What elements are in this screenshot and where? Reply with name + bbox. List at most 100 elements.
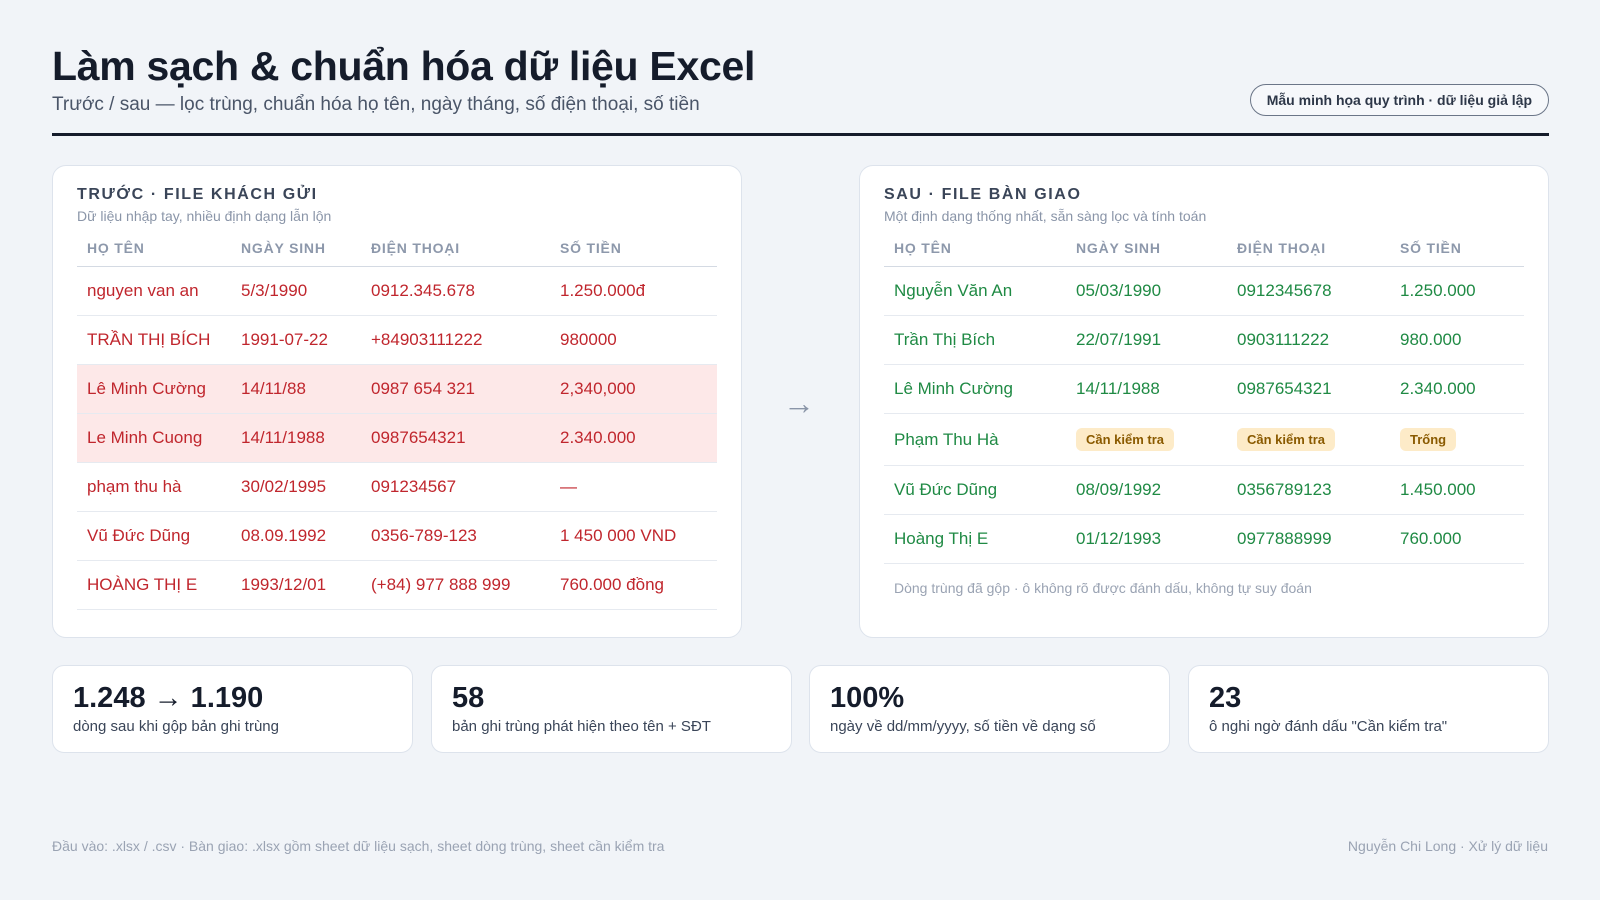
cell-name: nguyen van an: [77, 266, 231, 316]
before-panel: TRƯỚC · FILE KHÁCH GỬI Dữ liệu nhập tay,…: [52, 165, 742, 638]
table-row: Trần Thị Bích 22/07/1991 0903111222 980.…: [884, 315, 1524, 365]
cell-amount: 760.000 đồng: [550, 560, 717, 610]
stat-value: 23: [1209, 682, 1242, 714]
after-table: HỌ TÊN NGÀY SINH ĐIỆN THOẠI SỐ TIỀN Nguy…: [884, 232, 1524, 564]
after-panel: SAU · FILE BÀN GIAO Một định dạng thống …: [859, 165, 1549, 638]
stat-card-duplicates: 58 bản ghi trùng phát hiện theo tên + SĐ…: [431, 665, 792, 753]
cell-amount: —: [550, 462, 717, 512]
cell-birthdate: 08.09.1992: [231, 511, 361, 561]
table-row: Lê Minh Cường 14/11/1988 0987654321 2.34…: [884, 364, 1524, 414]
cell-name: Hoàng Thị E: [884, 514, 1066, 564]
cell-name: Lê Minh Cường: [884, 364, 1066, 414]
cell-amount: 1 450 000 VND: [550, 511, 717, 561]
stat-value: 100%: [830, 682, 905, 714]
stat-label: ô nghi ngờ đánh dấu "Cần kiểm tra": [1209, 718, 1448, 735]
empty-tag: Trống: [1400, 428, 1457, 451]
cell-amount: 2.340.000: [1390, 364, 1524, 414]
cell-phone: 0977888999: [1227, 514, 1390, 564]
stat-label: dòng sau khi gộp bản ghi trùng: [73, 718, 279, 735]
cell-birthdate: 14/11/88: [231, 364, 361, 414]
table-row: TRẦN THỊ BÍCH 1991-07-22 +84903111222 98…: [77, 315, 717, 365]
table-header-row: HỌ TÊN NGÀY SINH ĐIỆN THOẠI SỐ TIỀN: [884, 232, 1524, 267]
cell-phone: 0912345678: [1227, 266, 1390, 316]
cell-birthdate: 1991-07-22: [231, 315, 361, 365]
cell-birthdate: 5/3/1990: [231, 266, 361, 316]
table-row: Vũ Đức Dũng 08/09/1992 0356789123 1.450.…: [884, 465, 1524, 515]
cell-phone: (+84) 977 888 999: [361, 560, 550, 610]
stat-card-rows: 1.248 → 1.190 dòng sau khi gộp bản ghi t…: [52, 665, 413, 753]
cell-name: Trần Thị Bích: [884, 315, 1066, 365]
flagged-row: Phạm Thu Hà Cần kiểm tra Cần kiểm tra Tr…: [884, 413, 1524, 466]
column-header-birthdate: NGÀY SINH: [231, 232, 361, 267]
before-panel-subtitle: Dữ liệu nhập tay, nhiều định dạng lẫn lộ…: [77, 208, 332, 224]
cell-amount: 2,340,000: [550, 364, 717, 414]
cell-amount: 980.000: [1390, 315, 1524, 365]
table-row: Vũ Đức Dũng 08.09.1992 0356-789-123 1 45…: [77, 511, 717, 561]
table-row: HOÀNG THỊ E 1993/12/01 (+84) 977 888 999…: [77, 560, 717, 610]
cell-birthdate: Cần kiểm tra: [1066, 413, 1227, 466]
cell-amount: 980000: [550, 315, 717, 365]
cell-phone: Cần kiểm tra: [1227, 413, 1390, 466]
cell-phone: 0987654321: [361, 413, 550, 463]
cell-birthdate: 22/07/1991: [1066, 315, 1227, 365]
column-header-birthdate: NGÀY SINH: [1066, 232, 1227, 267]
page-title: Làm sạch & chuẩn hóa dữ liệu Excel: [52, 43, 756, 89]
column-header-name: HỌ TÊN: [884, 232, 1066, 267]
cell-name: TRẦN THỊ BÍCH: [77, 315, 231, 365]
cell-amount: 2.340.000: [550, 413, 717, 463]
table-row: nguyen van an 5/3/1990 0912.345.678 1.25…: [77, 266, 717, 316]
sample-badge: Mẫu minh họa quy trình · dữ liệu giả lập: [1249, 84, 1549, 116]
column-header-amount: SỐ TIỀN: [1390, 232, 1524, 267]
stat-value: 1.248 → 1.190: [73, 682, 264, 714]
table-row: phạm thu hà 30/02/1995 091234567 —: [77, 462, 717, 512]
stat-card-format: 100% ngày về dd/mm/yyyy, số tiền về dạng…: [809, 665, 1170, 753]
cell-phone: 091234567: [361, 462, 550, 512]
cell-phone: 0356-789-123: [361, 511, 550, 561]
cell-birthdate: 08/09/1992: [1066, 465, 1227, 515]
cell-amount: 1.250.000: [1390, 266, 1524, 316]
page-header: Làm sạch & chuẩn hóa dữ liệu Excel Trước…: [52, 40, 1549, 136]
column-header-amount: SỐ TIỀN: [550, 232, 717, 267]
duplicate-row: Lê Minh Cường 14/11/88 0987 654 321 2,34…: [77, 364, 717, 414]
cell-name: Nguyễn Văn An: [884, 266, 1066, 316]
cell-name: Lê Minh Cường: [77, 364, 231, 414]
column-header-phone: ĐIỆN THOẠI: [1227, 232, 1390, 267]
cell-birthdate: 14/11/1988: [231, 413, 361, 463]
cell-name: Phạm Thu Hà: [884, 413, 1066, 466]
cell-birthdate: 14/11/1988: [1066, 364, 1227, 414]
cell-name: HOÀNG THỊ E: [77, 560, 231, 610]
cell-phone: +84903111222: [361, 315, 550, 365]
stat-value: 58: [452, 682, 485, 714]
cell-phone: 0987654321: [1227, 364, 1390, 414]
cell-birthdate: 1993/12/01: [231, 560, 361, 610]
cell-amount: 760.000: [1390, 514, 1524, 564]
duplicate-row: Le Minh Cuong 14/11/1988 0987654321 2.34…: [77, 413, 717, 463]
cell-amount: Trống: [1390, 413, 1524, 466]
cell-birthdate: 05/03/1990: [1066, 266, 1227, 316]
column-header-name: HỌ TÊN: [77, 232, 231, 267]
cell-name: phạm thu hà: [77, 462, 231, 512]
table-header-row: HỌ TÊN NGÀY SINH ĐIỆN THOẠI SỐ TIỀN: [77, 232, 717, 267]
after-panel-subtitle: Một định dạng thống nhất, sẵn sàng lọc v…: [884, 208, 1207, 224]
before-table: HỌ TÊN NGÀY SINH ĐIỆN THOẠI SỐ TIỀN nguy…: [77, 232, 717, 610]
cell-name: Vũ Đức Dũng: [884, 465, 1066, 515]
before-panel-title: TRƯỚC · FILE KHÁCH GỬI: [77, 186, 318, 203]
table-row: Nguyễn Văn An 05/03/1990 0912345678 1.25…: [884, 266, 1524, 316]
stat-label: bản ghi trùng phát hiện theo tên + SĐT: [452, 718, 711, 735]
right-arrow-icon: →: [783, 385, 815, 421]
after-panel-title: SAU · FILE BÀN GIAO: [884, 186, 1082, 203]
cell-phone: 0912.345.678: [361, 266, 550, 316]
cell-name: Le Minh Cuong: [77, 413, 231, 463]
needs-review-tag: Cần kiểm tra: [1237, 428, 1336, 451]
cell-amount: 1.250.000đ: [550, 266, 717, 316]
after-note: Dòng trùng đã gộp · ô không rõ được đánh…: [894, 580, 1312, 596]
stat-label: ngày về dd/mm/yyyy, số tiền về dạng số: [830, 718, 1096, 735]
cell-phone: 0356789123: [1227, 465, 1390, 515]
column-header-phone: ĐIỆN THOẠI: [361, 232, 550, 267]
footer-input-output: Đầu vào: .xlsx / .csv · Bàn giao: .xlsx …: [52, 838, 665, 854]
cell-phone: 0987 654 321: [361, 364, 550, 414]
footer-author: Nguyễn Chi Long · Xử lý dữ liệu: [1347, 838, 1548, 854]
cell-birthdate: 01/12/1993: [1066, 514, 1227, 564]
cell-birthdate: 30/02/1995: [231, 462, 361, 512]
cell-name: Vũ Đức Dũng: [77, 511, 231, 561]
